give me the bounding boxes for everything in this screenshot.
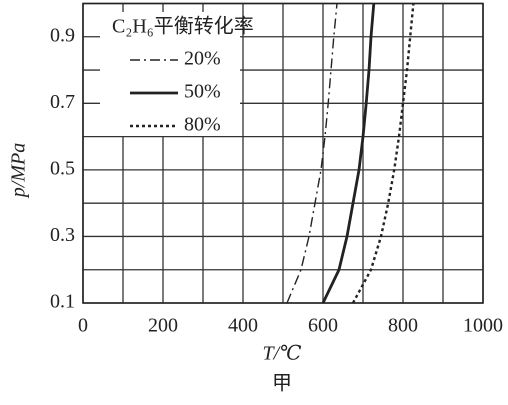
line <box>286 3 338 304</box>
y-tick-label: 0.5 <box>50 157 75 179</box>
x-tick-label: 800 <box>388 315 418 337</box>
x-tick-label: 200 <box>148 315 178 337</box>
y-tick-label: 0.3 <box>50 224 75 246</box>
y-axis-label: p/MPa <box>8 143 30 199</box>
x-tick-label: 0 <box>78 315 88 337</box>
y-tick-label: 0.1 <box>50 291 75 313</box>
legend-box <box>100 12 240 136</box>
x-axis-label: T/℃ <box>262 343 301 365</box>
legend-title: C₂H₆平衡转化率 <box>112 15 254 38</box>
plot-frame <box>82 2 484 304</box>
y-tick-label: 0.9 <box>50 24 75 46</box>
x-tick-label: 1000 <box>463 315 503 337</box>
x-tick-label: 600 <box>308 315 338 337</box>
x-tick-label: 400 <box>228 315 258 337</box>
line <box>351 3 415 304</box>
legend-label: 80% <box>184 114 221 136</box>
legend-label: 50% <box>184 81 221 103</box>
line <box>321 3 376 304</box>
y-tick-label: 0.7 <box>50 91 75 113</box>
legend-label: 20% <box>184 48 221 70</box>
caption: 甲 <box>272 373 292 395</box>
